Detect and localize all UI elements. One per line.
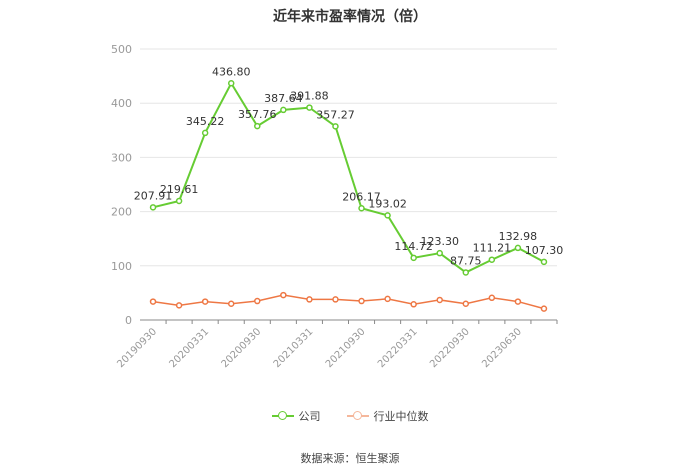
x-tick-label: 20220930 xyxy=(428,326,472,370)
y-tick-label: 200 xyxy=(111,206,132,219)
legend-company-swatch xyxy=(271,411,294,421)
industry-point[interactable] xyxy=(306,296,313,303)
industry-point[interactable] xyxy=(201,298,209,305)
industry-point[interactable] xyxy=(488,294,496,302)
x-tick-label: 20200331 xyxy=(168,326,212,370)
data-label: 193.02 xyxy=(368,197,407,210)
company-point[interactable] xyxy=(514,244,522,252)
data-label: 387.64 xyxy=(264,92,303,105)
company-point[interactable] xyxy=(462,269,470,276)
industry-point[interactable] xyxy=(280,291,287,299)
industry-point[interactable] xyxy=(149,298,157,305)
legend-industry-swatch xyxy=(346,411,369,421)
x-axis: 20190930 20200331 20200930 20210331 20210930… xyxy=(115,319,558,370)
legend-item-company[interactable]: 公司 xyxy=(271,408,321,424)
data-label: 123.30 xyxy=(420,235,459,248)
industry-point[interactable] xyxy=(175,302,183,309)
y-axis-ticks: 0 100 200 300 400 500 xyxy=(111,43,132,327)
legend-company-label: 公司 xyxy=(298,410,321,423)
company-point[interactable] xyxy=(149,204,157,211)
company-point[interactable] xyxy=(488,256,496,263)
industry-point[interactable] xyxy=(332,296,339,303)
industry-point[interactable] xyxy=(410,301,417,308)
chart-title: 近年来市盈率情况（倍） xyxy=(273,9,427,25)
y-tick-label: 400 xyxy=(111,97,132,110)
x-tick-label: 20210331 xyxy=(272,326,316,370)
data-label: 107.30 xyxy=(525,244,564,257)
x-tick-label: 20230630 xyxy=(480,326,524,370)
data-label: 111.21 xyxy=(473,242,512,255)
industry-point[interactable] xyxy=(227,300,235,307)
company-point[interactable] xyxy=(175,197,183,205)
grid-lines xyxy=(140,48,557,267)
industry-point[interactable] xyxy=(436,296,443,304)
y-tick-label: 0 xyxy=(125,314,132,327)
company-point[interactable] xyxy=(410,254,417,262)
data-label: 132.98 xyxy=(499,230,538,243)
industry-point[interactable] xyxy=(384,295,391,303)
company-point[interactable] xyxy=(254,122,261,130)
industry-point[interactable] xyxy=(254,297,261,305)
data-label: 114.72 xyxy=(394,240,433,253)
legend: 公司 行业中位数 xyxy=(0,408,700,424)
data-label: 357.27 xyxy=(316,108,355,121)
data-label: 345.22 xyxy=(186,115,225,128)
industry-point[interactable] xyxy=(358,297,365,305)
series-group xyxy=(149,80,548,312)
series-industry-line xyxy=(152,294,545,310)
data-label: 219.61 xyxy=(160,183,199,196)
legend-industry-label: 行业中位数 xyxy=(373,410,429,423)
industry-point[interactable] xyxy=(462,300,470,307)
company-point[interactable] xyxy=(358,205,365,212)
company-point[interactable] xyxy=(201,129,209,137)
series-company-line xyxy=(152,81,545,274)
company-point[interactable] xyxy=(384,212,391,219)
x-tick-label: 20190930 xyxy=(115,326,159,370)
x-tick-label: 20200930 xyxy=(220,326,264,370)
data-label: 206.17 xyxy=(342,190,381,203)
x-tick-label: 20210930 xyxy=(324,326,368,370)
y-tick-label: 100 xyxy=(111,260,132,273)
data-label: 436.80 xyxy=(212,65,251,78)
company-point[interactable] xyxy=(436,249,443,257)
company-point[interactable] xyxy=(306,104,313,111)
data-label: 357.76 xyxy=(238,108,277,121)
data-label: 87.75 xyxy=(450,254,482,267)
company-point[interactable] xyxy=(540,258,548,266)
company-point[interactable] xyxy=(280,106,287,114)
data-label: 207.91 xyxy=(134,189,173,202)
industry-point[interactable] xyxy=(514,298,522,305)
company-point[interactable] xyxy=(332,123,339,130)
industry-point[interactable] xyxy=(540,305,548,312)
legend-item-industry-median[interactable]: 行业中位数 xyxy=(346,408,429,424)
y-tick-label: 500 xyxy=(111,43,132,56)
y-tick-label: 300 xyxy=(111,151,132,164)
company-point[interactable] xyxy=(227,80,235,87)
x-tick-label: 20220331 xyxy=(376,326,420,370)
data-source: 数据来源：恒生聚源 xyxy=(300,452,400,465)
data-label: 391.88 xyxy=(290,90,329,103)
